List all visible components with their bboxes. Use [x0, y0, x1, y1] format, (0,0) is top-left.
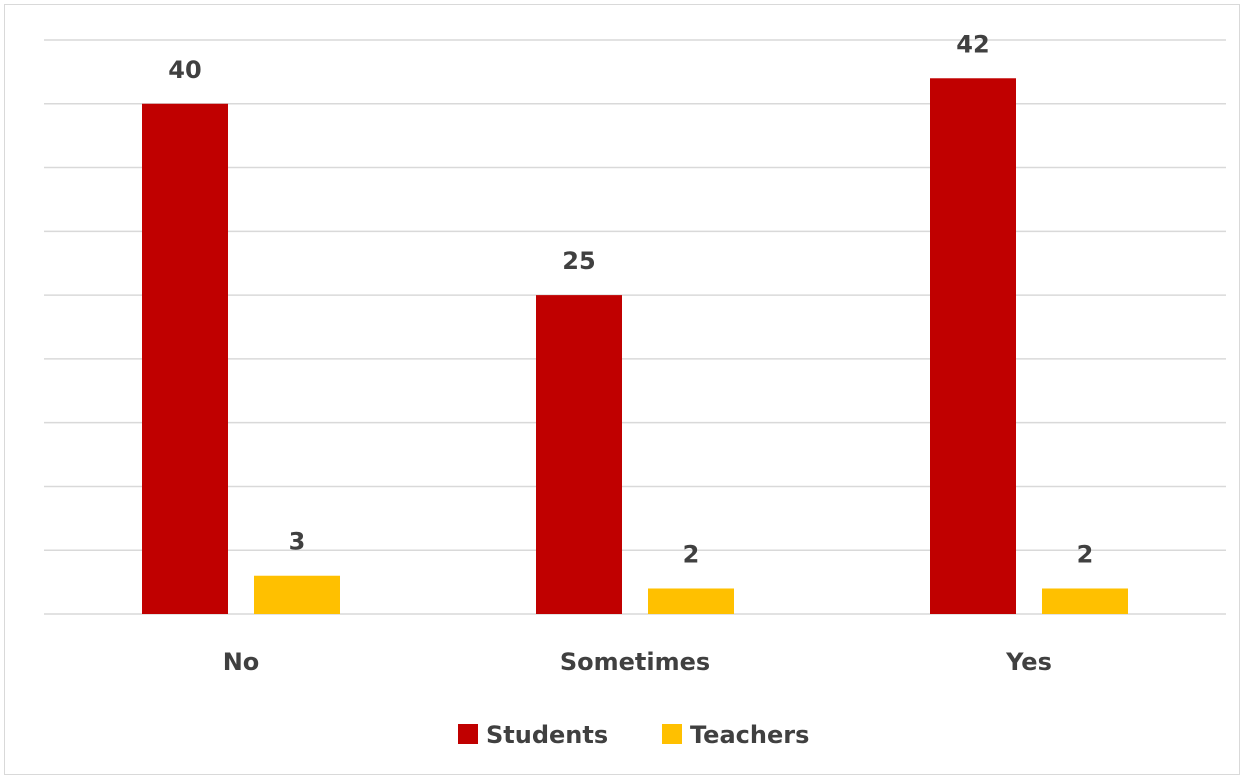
legend-swatch-teachers	[662, 724, 682, 744]
category-labels: No Sometimes Yes	[223, 648, 1052, 676]
category-label-sometimes: Sometimes	[560, 648, 710, 676]
bar-students-sometimes	[536, 295, 622, 614]
legend: Students Teachers	[458, 721, 809, 749]
data-label-students-sometimes: 25	[562, 247, 595, 275]
category-label-yes: Yes	[1005, 648, 1052, 676]
bars	[142, 78, 1128, 615]
legend-swatch-students	[458, 724, 478, 744]
bar-teachers-no	[254, 575, 340, 614]
legend-label-teachers: Teachers	[690, 721, 809, 749]
bar-students-no	[142, 103, 228, 615]
data-label-students-no: 40	[168, 56, 201, 84]
data-labels: 40 3 25 2 42 2	[168, 30, 1093, 568]
bar-teachers-sometimes	[648, 588, 734, 614]
data-label-teachers-no: 3	[289, 528, 306, 556]
bar-teachers-yes	[1042, 588, 1128, 614]
legend-label-students: Students	[486, 721, 608, 749]
category-label-no: No	[223, 648, 260, 676]
data-label-students-yes: 42	[956, 30, 989, 58]
data-label-teachers-sometimes: 2	[683, 540, 700, 568]
bar-students-yes	[930, 78, 1016, 615]
data-label-teachers-yes: 2	[1077, 540, 1094, 568]
gridlines	[44, 39, 1226, 615]
